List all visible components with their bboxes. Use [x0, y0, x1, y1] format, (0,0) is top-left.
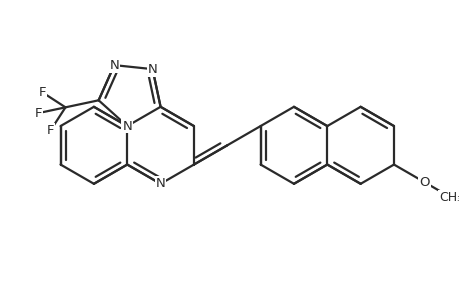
- Text: F: F: [34, 106, 42, 120]
- Text: F: F: [46, 124, 54, 137]
- Text: N: N: [156, 177, 165, 190]
- Text: CH₃: CH₃: [438, 191, 459, 204]
- Text: N: N: [109, 58, 119, 72]
- Text: N: N: [122, 120, 132, 133]
- Text: O: O: [419, 176, 429, 189]
- Text: N: N: [147, 63, 157, 76]
- Text: F: F: [39, 86, 46, 99]
